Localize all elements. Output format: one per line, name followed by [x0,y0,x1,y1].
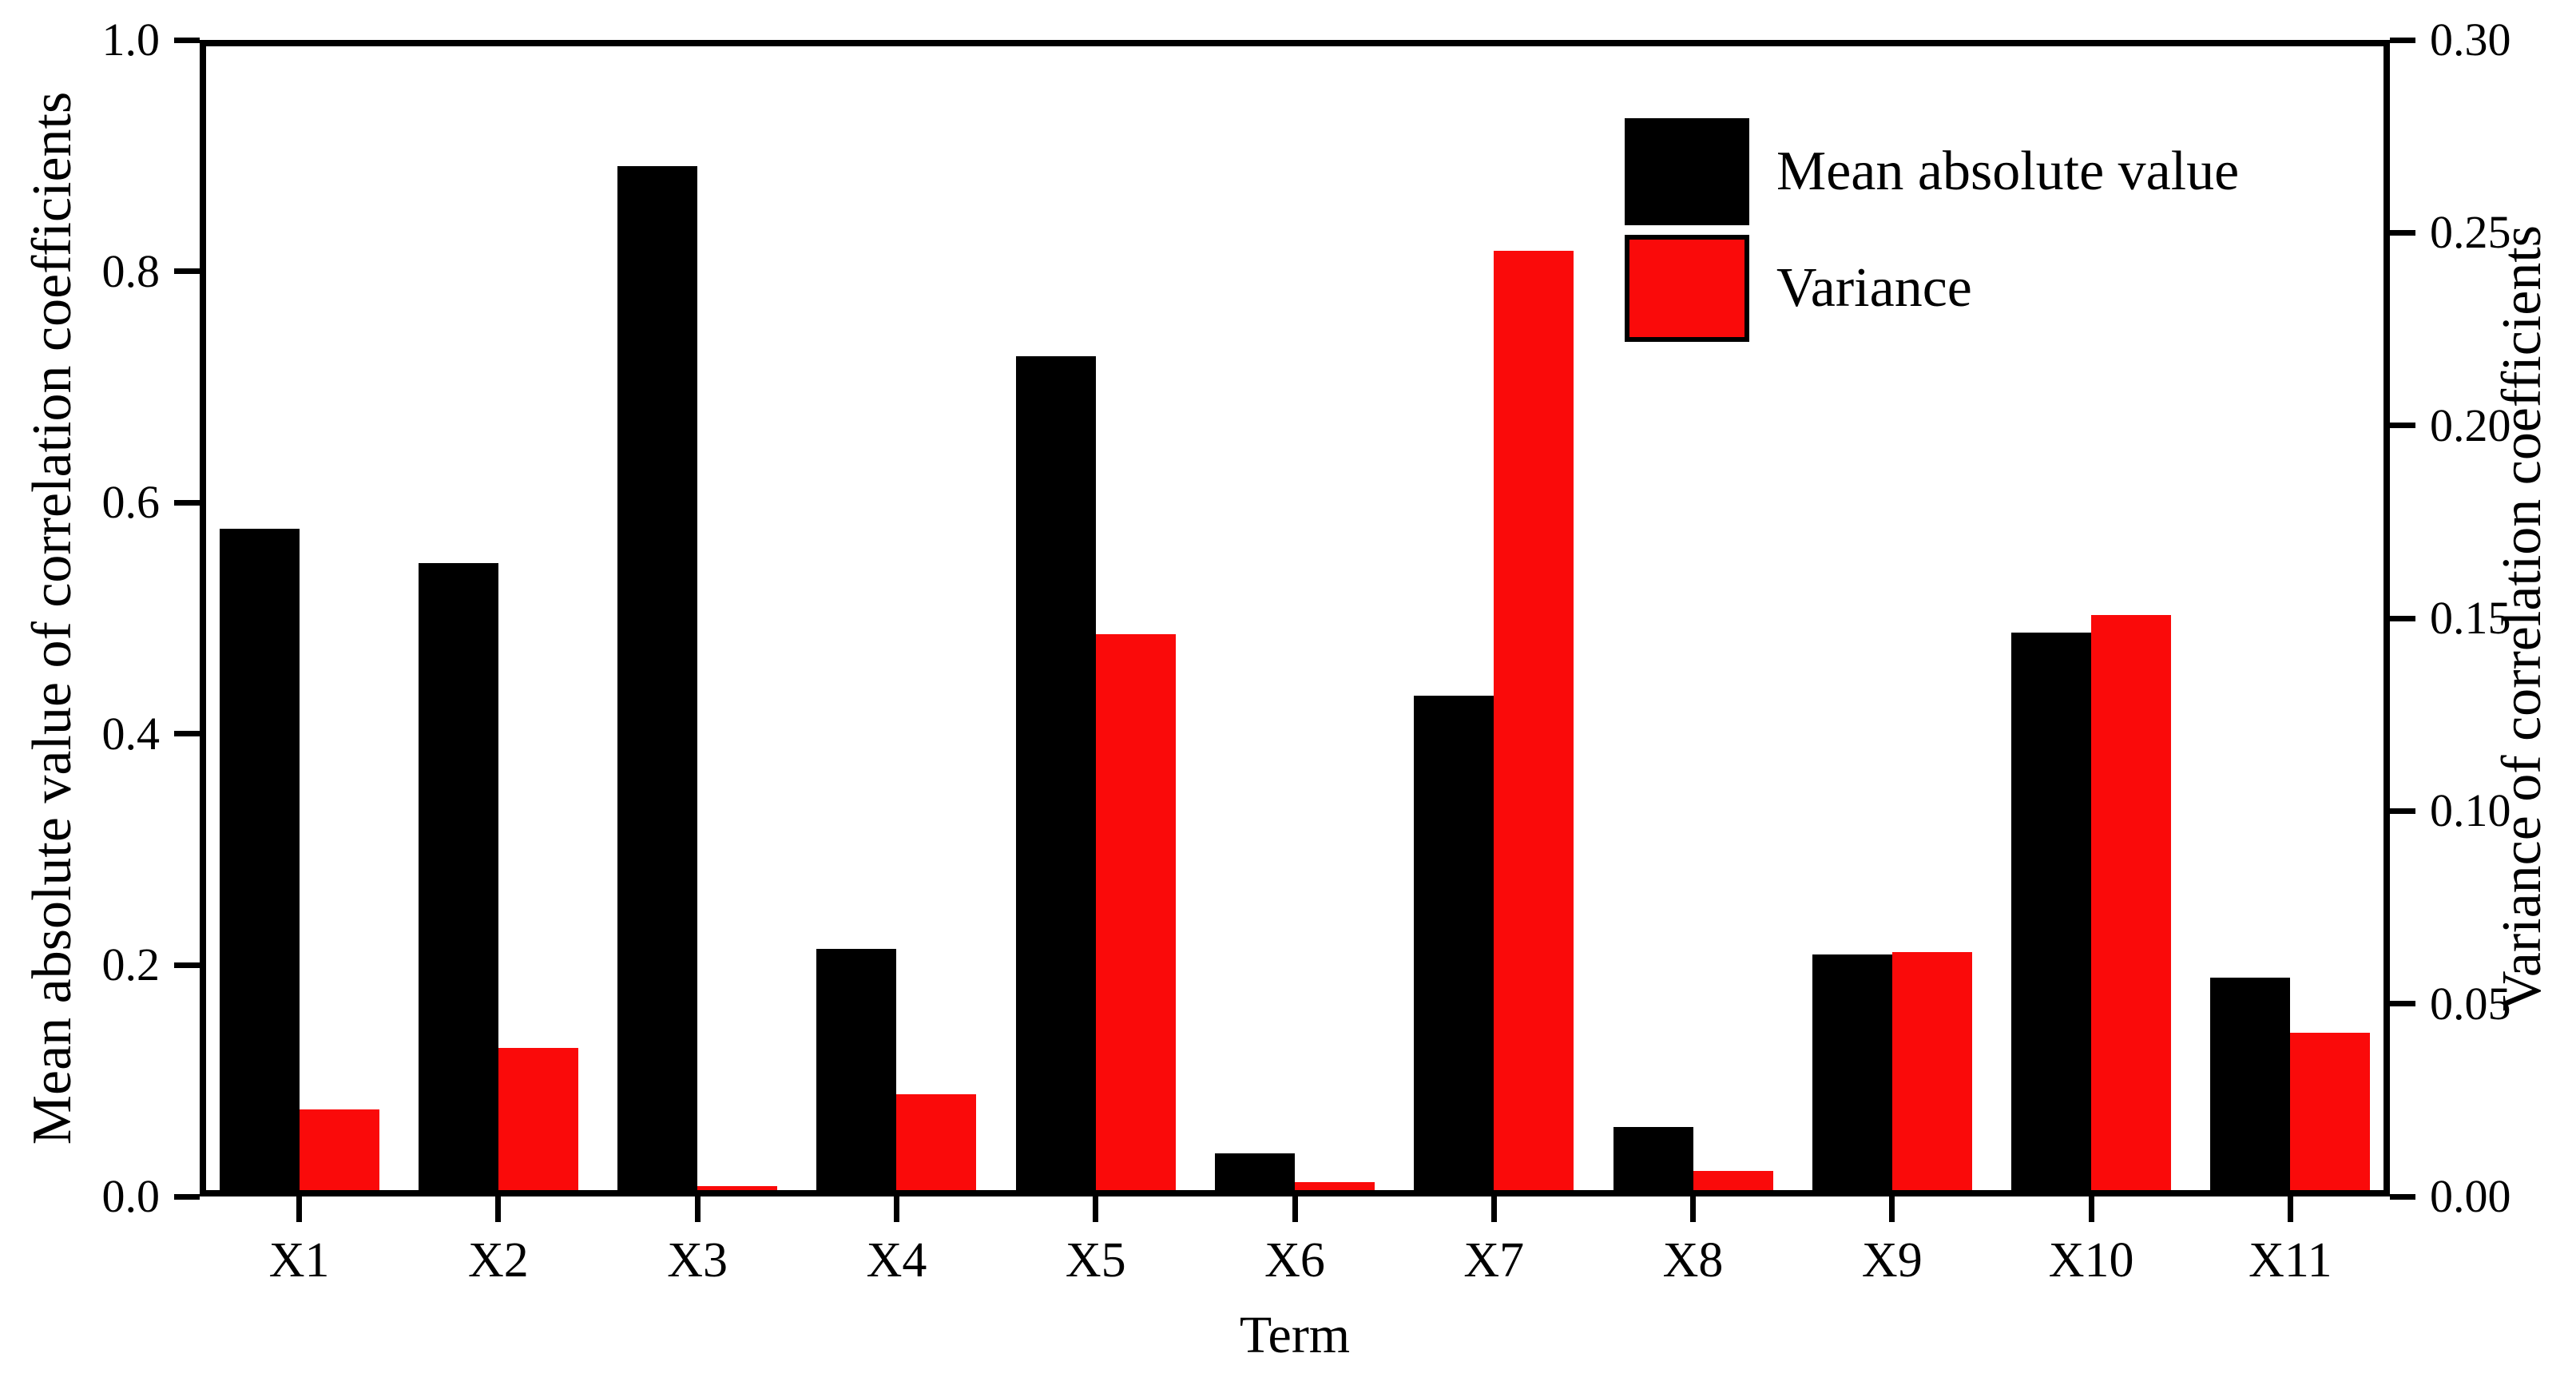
bar-mean-X3 [617,166,698,1190]
right-axis-tick [2390,423,2415,429]
bar-variance-X6 [1295,1182,1375,1190]
x-axis-category-label: X10 [2048,1233,2134,1288]
left-axis-tick-label: 0.6 [101,476,161,529]
bar-mean-X7 [1414,696,1494,1190]
bar-variance-X1 [299,1109,379,1190]
x-axis-tick [1292,1196,1298,1222]
bar-variance-X8 [1693,1171,1773,1190]
right-axis-tick-label: 0.25 [2430,206,2511,259]
bar-mean-X5 [1015,356,1096,1190]
right-axis-tick [2390,37,2415,43]
x-axis-category-label: X3 [667,1233,728,1288]
left-axis-tick-label: 0.4 [101,707,161,760]
left-axis-tick [174,1193,200,1200]
x-axis-category-label: X2 [468,1233,529,1288]
legend-label: Variance [1776,257,1972,319]
bar-mean-X2 [418,563,498,1190]
right-axis-tick [2390,229,2415,236]
legend-swatch-variance [1625,235,1749,342]
bar-variance-X5 [1095,634,1176,1190]
x-axis-category-label: X7 [1463,1233,1525,1288]
x-axis-tick [1690,1196,1697,1222]
bar-mean-X11 [2210,978,2291,1190]
bar-variance-X7 [1494,251,1574,1190]
bar-variance-X10 [2091,615,2172,1190]
bar-variance-X11 [2290,1033,2371,1190]
left-axis-tick [174,731,200,737]
x-axis-category-label: X5 [1065,1233,1126,1288]
bar-variance-X9 [1891,952,1972,1190]
left-axis-tick-label: 0.8 [101,244,161,297]
right-axis-tick [2390,1193,2415,1200]
bar-variance-X2 [498,1048,578,1190]
x-axis-tick [1093,1196,1099,1222]
legend: Mean absolute value Variance [1625,118,2239,342]
x-axis-category-label: X1 [268,1233,330,1288]
left-axis-tick [174,37,200,43]
x-axis-tick [2088,1196,2094,1222]
x-axis-category-label: X8 [1662,1233,1724,1288]
x-axis-category-label: X6 [1264,1233,1325,1288]
x-axis-tick [495,1196,502,1222]
right-axis-tick-label: 0.30 [2430,14,2511,65]
legend-row: Mean absolute value [1625,118,2239,225]
legend-label: Mean absolute value [1776,141,2240,202]
left-axis-tick-label: 0.2 [101,939,161,991]
right-axis-tick [2390,615,2415,621]
right-axis-tick-label: 0.05 [2430,977,2511,1030]
x-axis-tick [296,1196,303,1222]
bar-mean-X10 [2011,633,2092,1190]
x-axis-tick [694,1196,701,1222]
x-axis-category-label: X9 [1861,1233,1923,1288]
right-axis-tick-label: 0.10 [2430,784,2511,837]
bar-mean-X8 [1613,1127,1693,1190]
legend-swatch-mean [1625,118,1749,225]
left-axis-tick [174,268,200,275]
bar-mean-X4 [816,949,897,1190]
x-axis-title: Term [1239,1306,1351,1364]
x-axis-tick [2287,1196,2293,1222]
bar-mean-X1 [219,529,300,1190]
x-axis-category-label: X11 [2249,1233,2332,1288]
left-axis-tick [174,499,200,506]
left-axis-tick [174,962,200,968]
bar-variance-X3 [697,1186,778,1190]
bar-mean-X9 [1812,954,1892,1190]
right-axis-tick [2390,1001,2415,1007]
right-axis-tick [2390,808,2415,814]
left-axis-tick-label: 0.0 [101,1170,161,1222]
left-axis-tick-label: 1.0 [101,14,161,65]
bar-variance-X4 [896,1094,977,1190]
right-axis-tick-label: 0.20 [2430,399,2511,451]
right-axis-tick-label: 0.00 [2430,1170,2511,1222]
bar-mean-X6 [1215,1153,1295,1190]
x-axis-tick [1889,1196,1895,1222]
x-axis-tick [1490,1196,1497,1222]
x-axis-category-label: X4 [866,1233,927,1288]
right-axis-tick-label: 0.15 [2430,592,2511,644]
legend-row: Variance [1625,235,2239,342]
x-axis-tick [893,1196,899,1222]
